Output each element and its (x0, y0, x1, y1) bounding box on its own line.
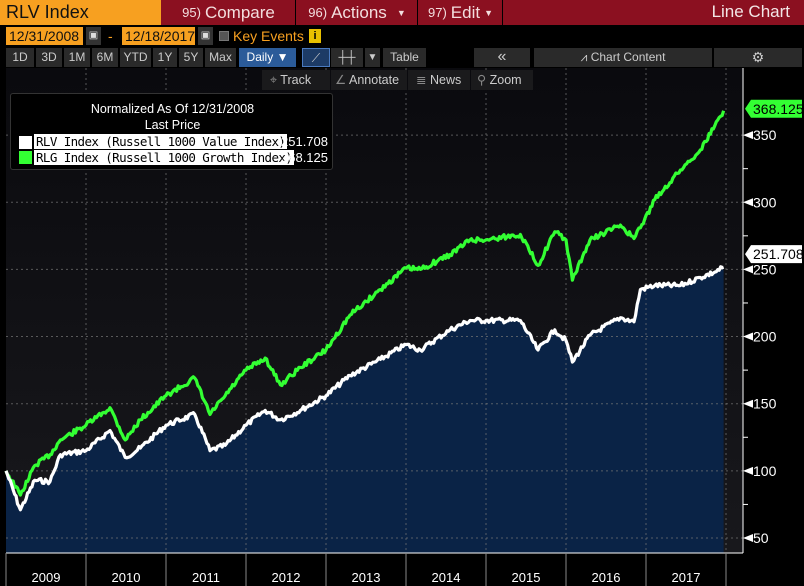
y-tick-label: 150 (753, 396, 777, 412)
y-tick-label: 200 (753, 329, 777, 345)
legend-label-rlv[interactable]: RLV Index (Russell 1000 Value Index) (34, 134, 288, 149)
annotate-button[interactable]: ∠ Annotate (331, 70, 407, 90)
edit-button[interactable]: 97) Edit ▼ (419, 0, 503, 25)
rlv-last-value-tag-text: 251.708 (753, 246, 804, 262)
period-ytd[interactable]: YTD (120, 48, 151, 67)
crosshair-icon: ⌖ (270, 73, 278, 87)
period-5y[interactable]: 5Y (179, 48, 203, 67)
x-tick-label: 2014 (432, 570, 461, 585)
chevron-down-icon: ▼ (276, 50, 289, 64)
y-tick-marker (743, 466, 753, 475)
x-tick-label: 2009 (32, 570, 61, 585)
y-tick-label: 300 (753, 194, 777, 210)
pencil-icon: ∠ (335, 73, 347, 87)
chart-style-dropdown[interactable]: ▼ (365, 48, 380, 67)
date-separator: - (108, 28, 113, 44)
chevron-down-icon: ▼ (396, 7, 406, 18)
legend-value-rlg: 368.125 (281, 150, 328, 165)
compare-label: Compare (204, 2, 275, 22)
collapse-button[interactable]: « (474, 48, 530, 67)
y-tick-marker (743, 399, 753, 408)
table-button[interactable]: Table (383, 48, 426, 67)
rlv-area-fill (6, 266, 724, 553)
news-button[interactable]: ≣ News (408, 70, 470, 90)
calendar-icon[interactable]: ▣ (86, 27, 101, 45)
legend-swatch-rlg (19, 151, 32, 164)
rlg-series-line (4, 110, 726, 497)
chart-type-title: Line Chart (711, 2, 790, 21)
line-chart-button[interactable]: ⟋ (302, 48, 330, 67)
x-tick-label: 2015 (512, 570, 541, 585)
y-tick-label: 50 (753, 530, 769, 546)
zoom-button[interactable]: ⚲ Zoom (471, 70, 533, 90)
actions-number: 96) (308, 5, 328, 20)
y-tick-label: 250 (753, 261, 777, 277)
news-icon: ≣ (416, 73, 427, 87)
y-tick-marker (743, 198, 753, 207)
actions-label: Actions (331, 2, 387, 22)
period-3d[interactable]: 3D (36, 48, 62, 67)
chevron-down-icon: ▼ (484, 7, 493, 18)
frequency-dropdown[interactable]: Daily ▼ (239, 48, 296, 67)
edit-label: Edit (450, 2, 481, 22)
y-tick-marker (743, 265, 753, 274)
rlg-last-value-tag-text: 368.125 (753, 101, 804, 117)
rlv-series-line (4, 265, 725, 512)
x-tick-label: 2013 (352, 570, 381, 585)
y-tick-label: 100 (753, 463, 777, 479)
ohlc-bars-icon: ┼┼ (338, 50, 356, 64)
chart-content-icon: ⩘ (580, 50, 588, 64)
end-date-input[interactable]: 12/18/2017 (122, 27, 195, 45)
compare-button[interactable]: 95) Compare (162, 0, 296, 25)
y-tick-marker (743, 332, 753, 341)
chart-content-label: Chart Content (590, 50, 666, 64)
actions-button[interactable]: 96) Actions ▼ (297, 0, 418, 25)
info-icon[interactable]: i (309, 29, 321, 43)
chart-content-button[interactable]: ⩘ Chart Content (534, 48, 712, 67)
y-tick-marker (743, 534, 753, 542)
x-tick-label: 2017 (672, 570, 701, 585)
legend-label-rlg[interactable]: RLG Index (Russell 1000 Growth Index) (34, 150, 295, 165)
compare-number: 95) (182, 5, 201, 20)
track-label: Track (280, 73, 312, 87)
start-date-input[interactable]: 12/31/2008 (6, 27, 83, 45)
rlv-last-value-tag (745, 245, 802, 264)
period-1m[interactable]: 1M (64, 48, 90, 67)
ticker-input[interactable]: RLV Index (0, 0, 161, 25)
calendar-icon[interactable]: ▣ (198, 27, 213, 45)
magnifier-icon: ⚲ (477, 73, 487, 87)
key-events-checkbox[interactable] (219, 31, 229, 41)
legend-swatch-rlv (19, 136, 32, 149)
chart-legend: Normalized As Of 12/31/2008 Last Price R… (10, 93, 333, 170)
line-chart-icon: ⟋ (311, 51, 321, 65)
rlg-last-value-tag (745, 99, 802, 118)
period-6m[interactable]: 6M (92, 48, 118, 67)
x-tick-label: 2012 (272, 570, 301, 585)
track-button[interactable]: ⌖ Track (262, 70, 330, 90)
key-events-label: Key Events (233, 28, 304, 44)
bar-chart-button[interactable]: ┼┼ (331, 48, 363, 67)
x-tick-label: 2011 (192, 570, 220, 585)
x-tick-label: 2010 (112, 570, 141, 585)
gear-icon: ⚙ (751, 49, 765, 65)
y-tick-label: 350 (753, 127, 777, 143)
annotate-label: Annotate (349, 73, 400, 87)
y-tick-marker (743, 131, 753, 140)
news-label: News (429, 73, 462, 87)
legend-subtitle: Last Price (144, 118, 201, 132)
edit-number: 97) (427, 5, 447, 20)
legend-title: Normalized As Of 12/31/2008 (90, 102, 255, 116)
period-1d[interactable]: 1D (6, 48, 34, 67)
function-bar (161, 0, 804, 25)
frequency-label: Daily (246, 50, 274, 64)
settings-button[interactable]: ⚙ (714, 48, 802, 67)
period-max[interactable]: Max (205, 48, 236, 67)
chevron-down-icon: ▼ (367, 52, 378, 63)
x-tick-label: 2016 (592, 570, 621, 585)
period-1y[interactable]: 1Y (153, 48, 177, 67)
zoom-label: Zoom (489, 73, 522, 87)
legend-value-rlv: 251.708 (281, 134, 328, 149)
